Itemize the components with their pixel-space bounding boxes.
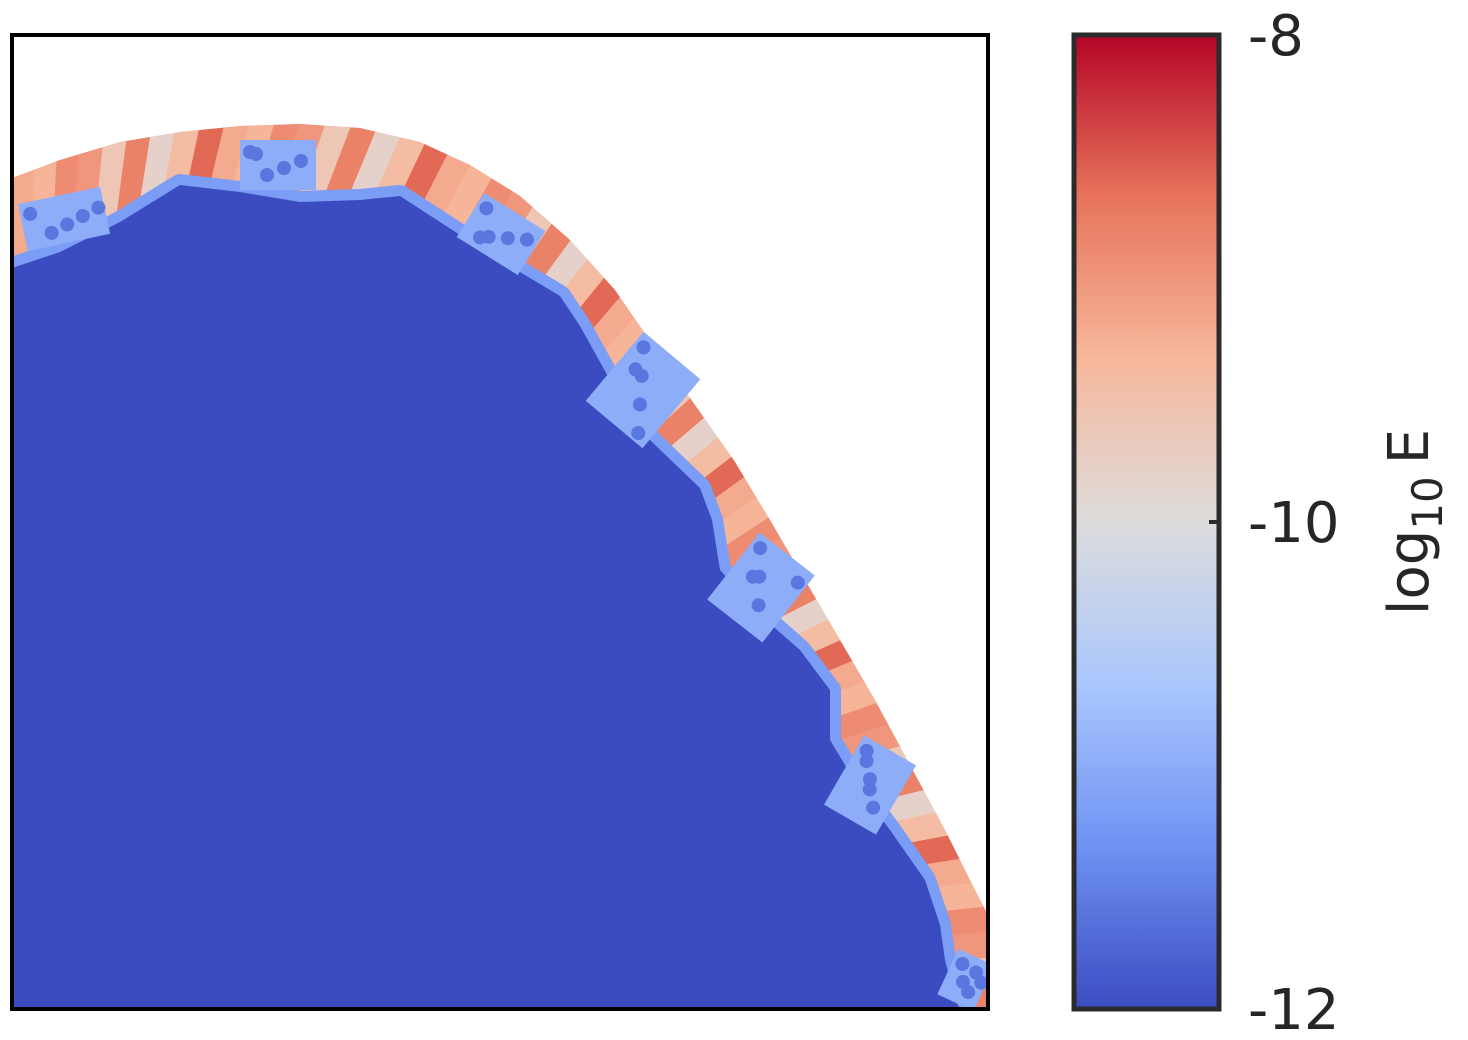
defect-cluster	[585, 331, 701, 449]
defect-cluster	[17, 186, 111, 252]
defect-clusters	[17, 140, 988, 1009]
interior-region	[12, 185, 960, 1009]
colorbar-tick-label: -8	[1248, 4, 1304, 69]
defect-cluster	[240, 140, 316, 190]
plot-frame	[10, 33, 990, 1011]
defect-cluster	[456, 192, 546, 276]
defect-cluster	[707, 532, 815, 643]
colorbar: -8 -10 -12 log10E	[1071, 4, 1452, 1040]
defect-cluster	[824, 735, 916, 835]
colorbar-tick-label: -12	[1248, 978, 1339, 1040]
colorbar-ticks: -8 -10 -12	[1209, 4, 1339, 1040]
defect-cluster	[937, 948, 988, 1009]
colorbar-bar	[1074, 35, 1219, 1009]
colorbar-title: log10E	[1377, 429, 1452, 615]
heatmap-plot	[12, 35, 988, 1009]
colorbar-tick-label: -10	[1248, 491, 1339, 556]
